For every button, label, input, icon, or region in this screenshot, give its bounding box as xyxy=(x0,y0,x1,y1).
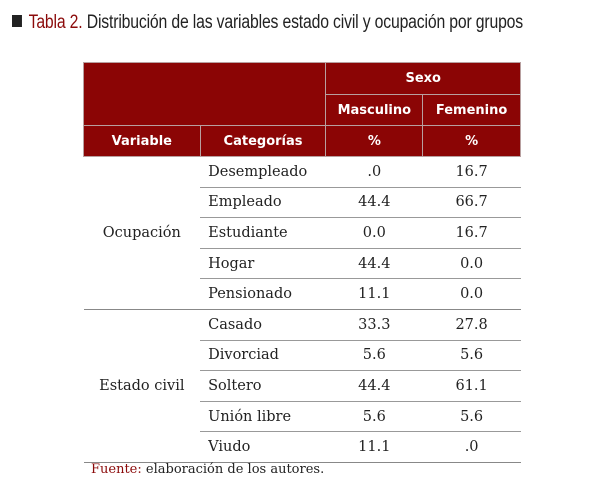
masculino-cell: 5.6 xyxy=(325,340,423,372)
source-label: Fuente: xyxy=(91,462,142,477)
femenino-cell: .0 xyxy=(422,431,521,463)
masculino-cell: 0.0 xyxy=(325,217,423,249)
category-cell: Divorciad xyxy=(200,340,326,372)
table-row: Hogar 44.4 0.0 xyxy=(84,248,521,280)
table-title: Tabla 2. Distribución de las variables e… xyxy=(12,12,523,34)
header-pct-masculino: % xyxy=(325,125,424,157)
header-masculino: Masculino xyxy=(325,94,424,126)
category-cell: Hogar xyxy=(200,248,326,280)
femenino-cell: 61.1 xyxy=(422,370,521,402)
masculino-cell: .0 xyxy=(325,156,423,188)
femenino-cell: 16.7 xyxy=(422,156,521,188)
header-pct-femenino: % xyxy=(422,125,521,157)
category-cell: Desempleado xyxy=(200,156,326,188)
femenino-cell: 16.7 xyxy=(422,217,521,249)
category-cell: Estudiante xyxy=(200,217,326,249)
masculino-cell: 44.4 xyxy=(325,370,423,402)
table-row: Pensionado 11.1 0.0 xyxy=(84,278,521,310)
bullet-square-icon xyxy=(12,15,22,27)
category-cell: Soltero xyxy=(200,370,326,402)
table-row: Estudiante 0.0 16.7 xyxy=(84,217,521,249)
table-row: Soltero 44.4 61.1 xyxy=(84,370,521,402)
category-cell: Pensionado xyxy=(200,278,326,310)
variable-cell: Estado civil xyxy=(83,309,201,463)
table-row: Estado civil Casado 33.3 27.8 xyxy=(83,309,521,463)
femenino-cell: 66.7 xyxy=(422,187,521,219)
variable-cell: Ocupación xyxy=(83,156,201,310)
table-caption: Distribución de las variables estado civ… xyxy=(86,12,524,33)
masculino-cell: 11.1 xyxy=(325,278,423,310)
table-row: Viudo 11.1.0 xyxy=(84,431,521,463)
masculino-cell: 44.4 xyxy=(325,187,423,219)
category-cell: Casado xyxy=(200,309,326,341)
source-text: elaboración de los autores. xyxy=(141,462,325,477)
masculino-cell: 44.4 xyxy=(325,248,423,280)
category-cell: Empleado xyxy=(200,187,326,219)
category-cell: Unión libre xyxy=(200,401,326,433)
header-categorias: Categorías xyxy=(199,125,327,157)
femenino-cell: 5.6 xyxy=(422,401,521,433)
data-table: Sexo Masculino Femenino Variable Categoría… xyxy=(82,62,521,463)
femenino-cell: 0.0 xyxy=(422,248,521,280)
category-cell: Viudo xyxy=(200,431,326,463)
masculino-cell: 33.3 xyxy=(325,309,423,341)
table-row: Empleado 44.4 66.7 xyxy=(84,187,521,219)
table-number: Tabla 2. xyxy=(28,12,83,33)
source-note: Fuente: elaboración de los autores. xyxy=(91,462,324,477)
masculino-cell: 5.6 xyxy=(325,401,423,433)
table-row: Divorciad 5.6 5.6 xyxy=(84,340,521,372)
header-femenino: Femenino xyxy=(422,94,521,126)
header-blank xyxy=(82,62,327,126)
header-variable: Variable xyxy=(83,125,201,157)
table-row: Unión libre 5.6 5.6 xyxy=(84,401,521,433)
femenino-cell: 27.8 xyxy=(422,309,521,341)
table-row: Ocupación Desempleado .0 16.7 xyxy=(83,156,521,310)
header-sexo: Sexo xyxy=(325,62,521,95)
femenino-cell: 5.6 xyxy=(422,340,521,372)
masculino-cell: 11.1 xyxy=(325,431,423,463)
femenino-cell: 0.0 xyxy=(422,278,521,310)
